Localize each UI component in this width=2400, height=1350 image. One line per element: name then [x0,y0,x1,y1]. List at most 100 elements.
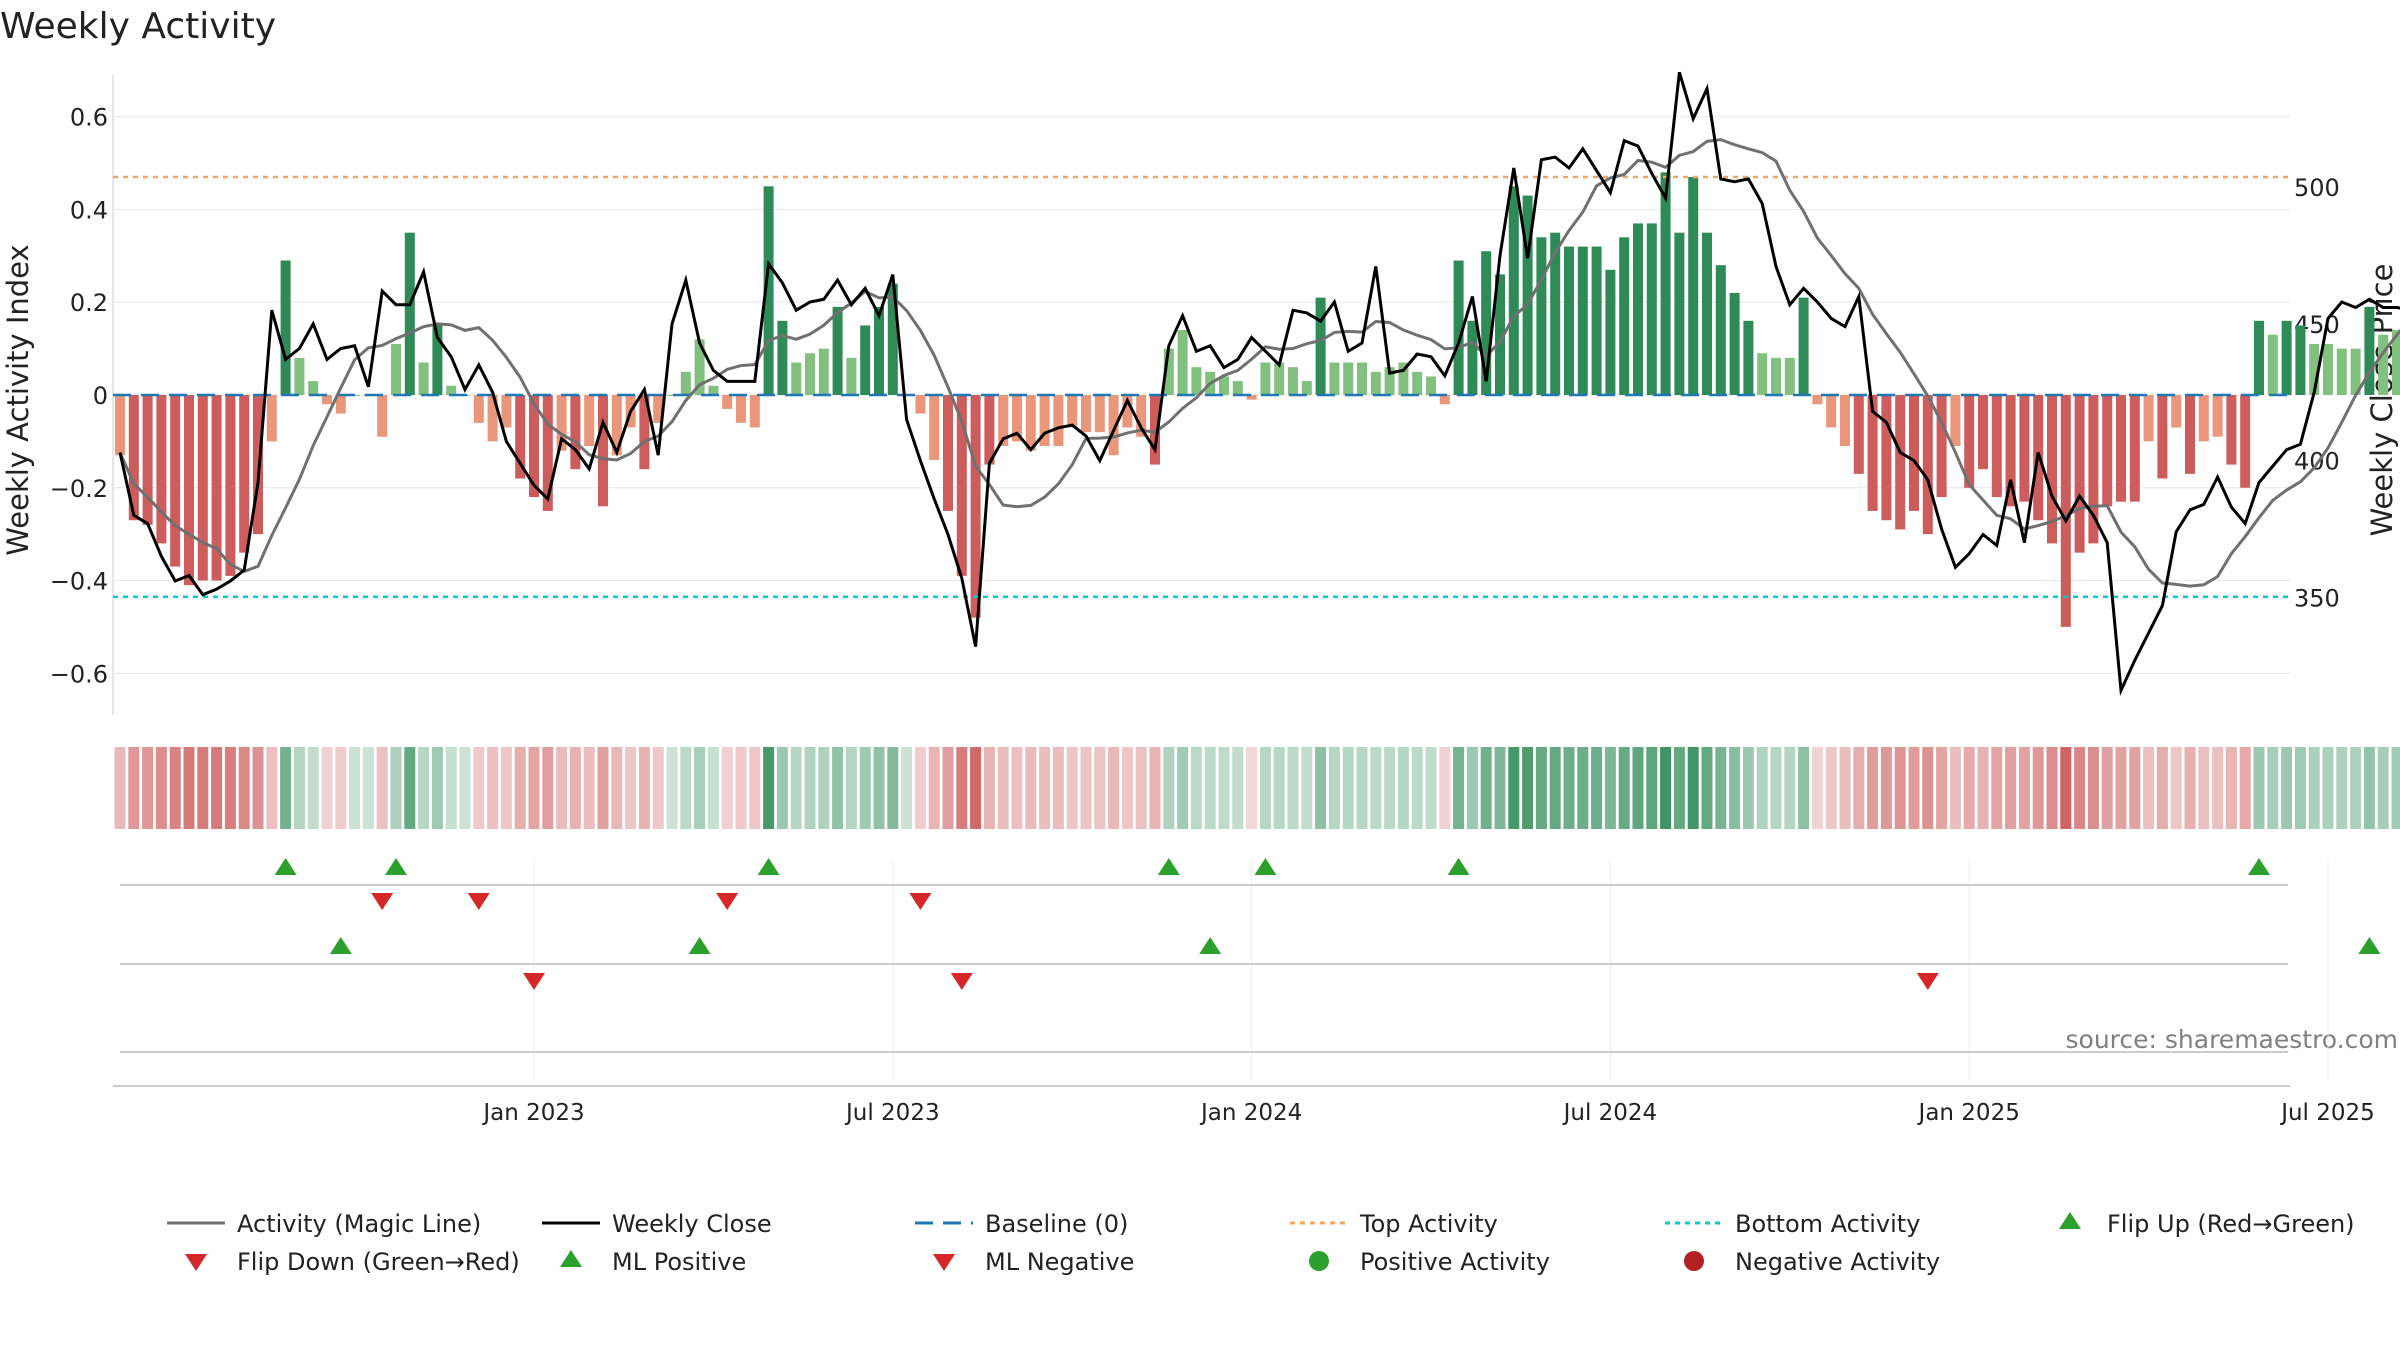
activity-bar [2005,395,2016,507]
activity-bar [2240,395,2251,488]
activity-strip-cell [873,747,885,829]
activity-bar [1853,395,1864,474]
activity-bar [1315,297,1326,395]
activity-strip-cell [404,747,416,829]
weekly-close-line [118,71,2400,697]
activity-strip-cell [997,747,1009,829]
activity-strip-cell [2087,747,2099,829]
activity-bar [1384,367,1395,395]
activity-strip-cell [2115,747,2127,829]
activity-strip-cell [1715,747,1727,829]
activity-strip-cell [1246,747,1258,829]
activity-bar [197,395,208,581]
activity-bar [1702,232,1712,395]
activity-strip-cell [266,747,278,829]
activity-bar [2157,395,2168,479]
y-tick-label: 0.4 [70,196,108,224]
activity-bar [2102,395,2113,507]
activity-bar [2392,330,2400,395]
activity-strip-cell [1094,747,1106,829]
activity-bar [2350,348,2361,395]
activity-bar [984,395,995,465]
activity-strip-cell [859,747,871,829]
activity-strip-cell [2377,747,2389,829]
activity-bar [1550,232,1561,395]
activity-strip-cell [2225,747,2237,829]
x-tick-label: Jan 2024 [1199,1100,1302,1126]
activity-bar [2309,343,2320,395]
activity-strip-cell [2046,747,2058,829]
legend-swatch-ml-neg [933,1254,955,1271]
ml-negative-marker [1916,973,1939,990]
activity-strip-cell [1301,747,1313,829]
activity-bar [915,395,926,414]
activity-bar [1481,251,1492,395]
activity-bar [1895,395,1906,530]
activity-strip-cell [1480,747,1492,829]
activity-strip-cell [2005,747,2017,829]
activity-bar [1150,395,1160,465]
y2-tick-label: 350 [2294,584,2340,612]
activity-strip-cell [983,747,995,829]
flip-up-marker [385,858,407,875]
legend-swatch-ml-pos [560,1250,582,1267]
activity-strip-cell [293,747,305,829]
activity-strip-cell [914,747,926,829]
activity-strip-cell [1632,747,1644,829]
activity-strip-cell [2101,747,2113,829]
activity-bar [1577,246,1588,395]
activity-bar [2047,395,2057,544]
activity-strip-cell [776,747,788,829]
activity-strip-cell [707,747,719,829]
source-label: source: sharemaestro.com [2066,1025,2399,1054]
activity-strip-cell [1025,747,1037,829]
activity-strip-cell [1011,747,1023,829]
activity-strip-cell [1770,747,1782,829]
activity-strip-cell [1121,747,1133,829]
activity-bar [404,232,415,395]
activity-strip-cell [1549,747,1561,829]
activity-strip-cell [2032,747,2044,829]
activity-bar [1757,353,1768,395]
activity-strip-cell [1784,747,1796,829]
activity-bar [1564,246,1574,395]
activity-strip-cell [1673,747,1685,829]
activity-bar [584,395,595,447]
ml-positive-marker [1199,937,1222,954]
activity-strip-cell [2156,747,2168,829]
activity-bar [170,395,181,567]
activity-bar [225,395,236,576]
flip-up-marker [274,858,297,875]
activity-bar [487,395,498,442]
activity-bar [2116,395,2126,502]
x-tick-label: Jul 2025 [2279,1100,2375,1126]
activity-strip-cell [1894,747,1906,829]
activity-strip-cell [1411,747,1423,829]
activity-bar [1108,395,1119,456]
activity-strip-cell [2350,747,2362,829]
ml-positive-marker [688,937,711,954]
y-tick-label: −0.2 [50,475,108,503]
activity-strip-cell [1756,747,1768,829]
activity-strip-cell [735,747,747,829]
activity-strip-cell [1273,747,1285,829]
activity-bar [2323,343,2333,395]
activity-bar [1715,265,1726,395]
activity-strip-cell [2294,747,2306,829]
activity-strip-cell [445,747,457,829]
activity-strip-cell [2363,747,2375,829]
activity-bar [1219,376,1229,395]
activity-strip-cell [1798,747,1810,829]
y2-tick-label: 500 [2294,174,2340,202]
activity-bar [1784,357,1795,395]
activity-bar [722,395,733,409]
activity-bar [570,395,581,470]
activity-strip-cell [1522,747,1534,829]
flip-down-marker [909,893,932,910]
activity-bar [1798,297,1809,395]
legend-label-flip_down: Flip Down (Green→Red) [237,1248,520,1276]
activity-strip-cell [1218,747,1230,829]
activity-strip-cell [1563,747,1575,829]
activity-strip-cell [1135,747,1147,829]
